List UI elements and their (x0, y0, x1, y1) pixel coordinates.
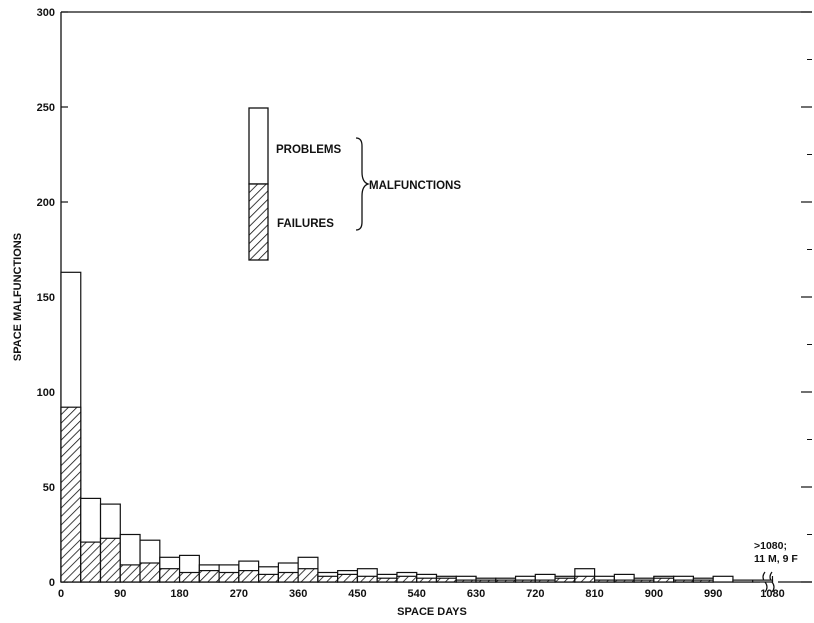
x-tick-label-450: 450 (348, 588, 366, 600)
failure-bar-750 (554, 577, 576, 583)
y-ticks: 0 50 100 150 200 250 300 (37, 7, 812, 589)
failure-bar-120 (139, 562, 161, 583)
legend: PROBLEMS FAILURES MALFUNCTIONS (248, 107, 461, 261)
failure-bar-480 (376, 577, 398, 583)
failure-bar-930 (673, 579, 695, 583)
legend-group-label: MALFUNCTIONS (369, 180, 461, 192)
overflow-note-line2: 11 M, 9 F (754, 553, 798, 565)
y-tick-label-300: 300 (37, 7, 55, 19)
x-axis-title: SPACE DAYS (397, 606, 467, 618)
failure-bar-900 (653, 577, 675, 583)
x-tick-label-1080: 1080 (760, 588, 784, 600)
overflow-note-line1: >1080; (754, 540, 787, 552)
legend-problems-swatch (248, 107, 269, 185)
failure-bar-240 (218, 571, 240, 583)
y-tick-label-150: 150 (37, 292, 55, 304)
legend-brace-icon (355, 137, 371, 231)
failure-bar-0 (60, 406, 82, 583)
y-tick-label-0: 0 (49, 577, 55, 589)
y-tick-label-250: 250 (37, 102, 55, 114)
legend-failures-label: FAILURES (277, 218, 334, 230)
x-tick-label-270: 270 (230, 588, 248, 600)
y-axis-title: SPACE MALFUNCTIONS (12, 233, 24, 361)
legend-failures-swatch (248, 183, 269, 261)
failure-bar-840 (613, 579, 635, 583)
bars (60, 271, 774, 583)
failure-bar-690 (514, 579, 536, 583)
malfunction-bar-1020 (732, 579, 754, 583)
x-tick-label-990: 990 (704, 588, 722, 600)
failure-bar-210 (198, 569, 220, 583)
y-tick-label-50: 50 (43, 482, 55, 494)
failure-bar-570 (435, 577, 457, 583)
y-tick-label-200: 200 (37, 197, 55, 209)
failure-bar-780 (574, 575, 596, 583)
failure-bar-450 (356, 575, 378, 583)
failure-bar-630 (475, 579, 497, 583)
x-tick-label-90: 90 (114, 588, 126, 600)
x-tick-label-540: 540 (408, 588, 426, 600)
x-tick-label-360: 360 (289, 588, 307, 600)
failure-bar-360 (297, 568, 319, 583)
failure-bar-870 (633, 579, 655, 583)
x-tick-label-180: 180 (170, 588, 188, 600)
failure-bar-810 (594, 579, 615, 583)
failure-bar-300 (258, 573, 279, 583)
failure-bar-180 (178, 571, 200, 583)
legend-problems-label: PROBLEMS (276, 144, 342, 156)
failure-bar-720 (534, 579, 556, 583)
failure-bar-600 (455, 579, 477, 583)
x-tick-label-900: 900 (645, 588, 663, 600)
x-tick-label-810: 810 (585, 588, 603, 600)
failure-bar-150 (159, 568, 181, 583)
failure-bar-390 (317, 575, 339, 583)
malfunction-bar-990 (712, 575, 734, 583)
y-tick-label-100: 100 (37, 387, 55, 399)
failure-bar-660 (495, 579, 517, 583)
x-tick-label-630: 630 (467, 588, 485, 600)
malfunction-bar-1050 (752, 579, 774, 583)
failure-bar-270 (238, 569, 260, 583)
failure-bar-60 (99, 537, 121, 583)
failure-bar-960 (692, 579, 714, 583)
x-tick-label-720: 720 (526, 588, 544, 600)
failure-bar-30 (80, 541, 102, 583)
failure-bar-510 (396, 575, 418, 583)
x-tick-label-0: 0 (58, 588, 64, 600)
failure-bar-540 (416, 577, 438, 583)
failure-bar-90 (119, 564, 141, 583)
failure-bar-420 (337, 573, 359, 583)
failure-bar-330 (277, 571, 299, 583)
